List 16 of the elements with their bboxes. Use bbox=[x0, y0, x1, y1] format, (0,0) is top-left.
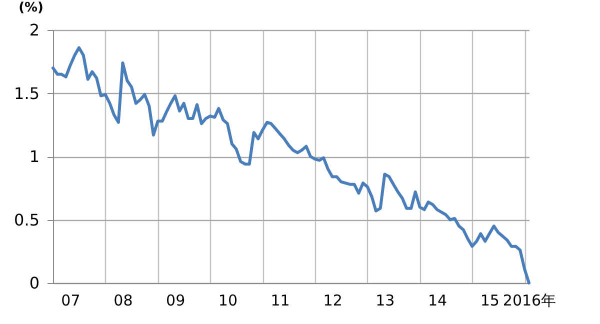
x-tick-label: 10 bbox=[218, 292, 238, 310]
y-tick-label: 0 bbox=[29, 274, 40, 292]
y-tick-label: 1.5 bbox=[14, 84, 40, 103]
x-tick-label: 09 bbox=[166, 292, 186, 310]
x-tick-label: 13 bbox=[376, 292, 395, 310]
x-tick-label: 15 bbox=[480, 292, 500, 310]
y-tick-label: 0.5 bbox=[14, 210, 40, 230]
x-tick-label: 14 bbox=[428, 292, 448, 310]
x-tick-label: 2016年 bbox=[502, 292, 556, 310]
x-tick-label: 07 bbox=[61, 292, 80, 310]
y-tick-label: 2 bbox=[29, 20, 40, 40]
y-axis-title: (%) bbox=[18, 0, 44, 16]
x-tick-label: 11 bbox=[270, 292, 290, 310]
x-tick-label: 08 bbox=[114, 292, 133, 310]
x-tick-label: 12 bbox=[323, 292, 342, 310]
y-tick-label: 1 bbox=[29, 147, 40, 166]
